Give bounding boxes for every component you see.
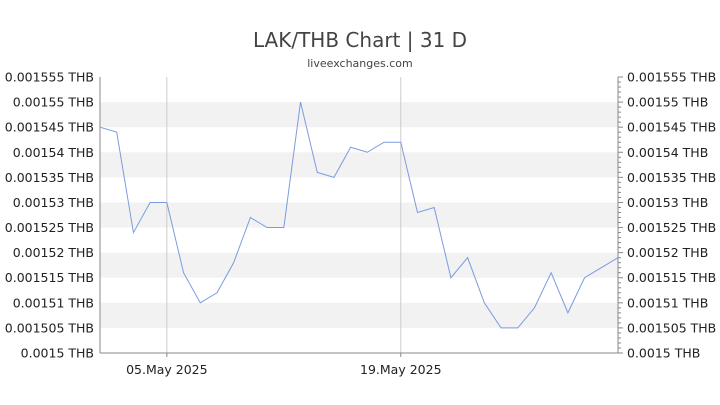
y-tick-label-left: 0.001555 THB [5, 70, 94, 85]
x-tick-label: 19.May 2025 [360, 362, 442, 377]
y-tick-label-left: 0.00155 THB [13, 95, 94, 110]
y-tick-label-right: 0.001505 THB [627, 320, 716, 335]
y-axis-left: 0.001555 THB 0.00155 THB 0.001545 THB 0.001… [5, 70, 94, 361]
y-tick-label-left: 0.001505 THB [5, 320, 94, 335]
grid-band [100, 302, 618, 328]
x-axis: 05.May 2025 19.May 2025 [126, 353, 442, 377]
grid-band [100, 152, 618, 178]
grid-band [100, 202, 618, 228]
y-tick-label-left: 0.00151 THB [13, 295, 94, 310]
y-tick-label-right: 0.0015 THB [627, 346, 700, 361]
y-tick-label-left: 0.001545 THB [5, 120, 94, 135]
y-tick-label-left: 0.0015 THB [21, 346, 94, 361]
grid-band [100, 102, 618, 128]
x-tick-label: 05.May 2025 [126, 362, 208, 377]
axes [99, 76, 623, 354]
series [99, 101, 619, 329]
x-grid-lines [166, 77, 402, 353]
y-tick-label-right: 0.00151 THB [627, 295, 708, 310]
y-tick-label-left: 0.00154 THB [13, 145, 94, 160]
grid-band [100, 252, 618, 278]
grid-bands [100, 102, 618, 328]
series-line [99, 101, 619, 329]
y-tick-label-right: 0.001525 THB [627, 220, 716, 235]
y-tick-label-right: 0.001555 THB [627, 70, 716, 85]
y-tick-label-left: 0.001525 THB [5, 220, 94, 235]
y-tick-label-right: 0.001535 THB [627, 170, 716, 185]
y-axis-right: 0.001555 THB 0.00155 THB 0.001545 THB 0.001… [627, 70, 716, 361]
chart-subtitle: liveexchanges.com [307, 57, 412, 70]
y-tick-label-left: 0.00152 THB [13, 245, 94, 260]
chart-title: LAK/THB Chart | 31 D [253, 28, 467, 52]
y-tick-label-right: 0.001545 THB [627, 120, 716, 135]
y-tick-label-right: 0.00154 THB [627, 145, 708, 160]
y-tick-label-left: 0.00153 THB [13, 195, 94, 210]
y-tick-label-right: 0.00155 THB [627, 95, 708, 110]
y-tick-label-right: 0.001515 THB [627, 270, 716, 285]
y-tick-label-left: 0.001515 THB [5, 270, 94, 285]
y-tick-label-left: 0.001535 THB [5, 170, 94, 185]
y-tick-label-right: 0.00152 THB [627, 245, 708, 260]
y-tick-label-right: 0.00153 THB [627, 195, 708, 210]
